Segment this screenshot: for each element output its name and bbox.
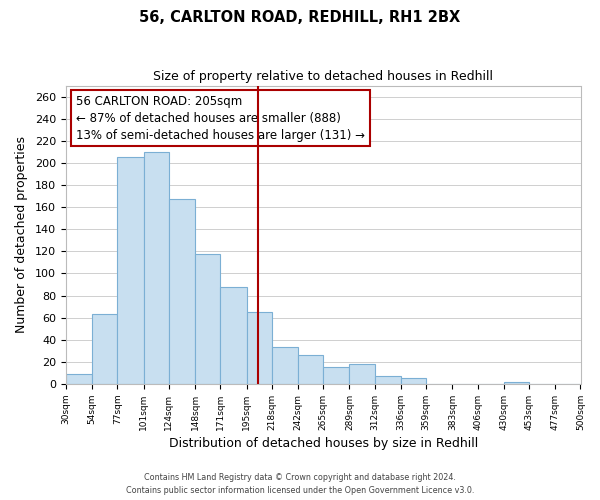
Y-axis label: Number of detached properties: Number of detached properties xyxy=(15,136,28,334)
Bar xyxy=(143,152,169,384)
Bar xyxy=(220,286,247,384)
X-axis label: Distribution of detached houses by size in Redhill: Distribution of detached houses by size … xyxy=(169,437,478,450)
Text: 56 CARLTON ROAD: 205sqm
← 87% of detached houses are smaller (888)
13% of semi-d: 56 CARLTON ROAD: 205sqm ← 87% of detache… xyxy=(76,94,365,142)
Bar xyxy=(92,314,118,384)
Bar xyxy=(504,382,529,384)
Bar xyxy=(323,368,349,384)
Bar xyxy=(349,364,374,384)
Bar xyxy=(66,374,92,384)
Bar xyxy=(298,355,323,384)
Text: 56, CARLTON ROAD, REDHILL, RH1 2BX: 56, CARLTON ROAD, REDHILL, RH1 2BX xyxy=(139,10,461,25)
Bar xyxy=(247,312,272,384)
Bar xyxy=(401,378,426,384)
Bar xyxy=(118,158,143,384)
Text: Contains HM Land Registry data © Crown copyright and database right 2024.
Contai: Contains HM Land Registry data © Crown c… xyxy=(126,474,474,495)
Bar xyxy=(169,200,195,384)
Bar xyxy=(272,348,298,384)
Bar xyxy=(195,254,220,384)
Title: Size of property relative to detached houses in Redhill: Size of property relative to detached ho… xyxy=(153,70,493,83)
Bar xyxy=(374,376,401,384)
